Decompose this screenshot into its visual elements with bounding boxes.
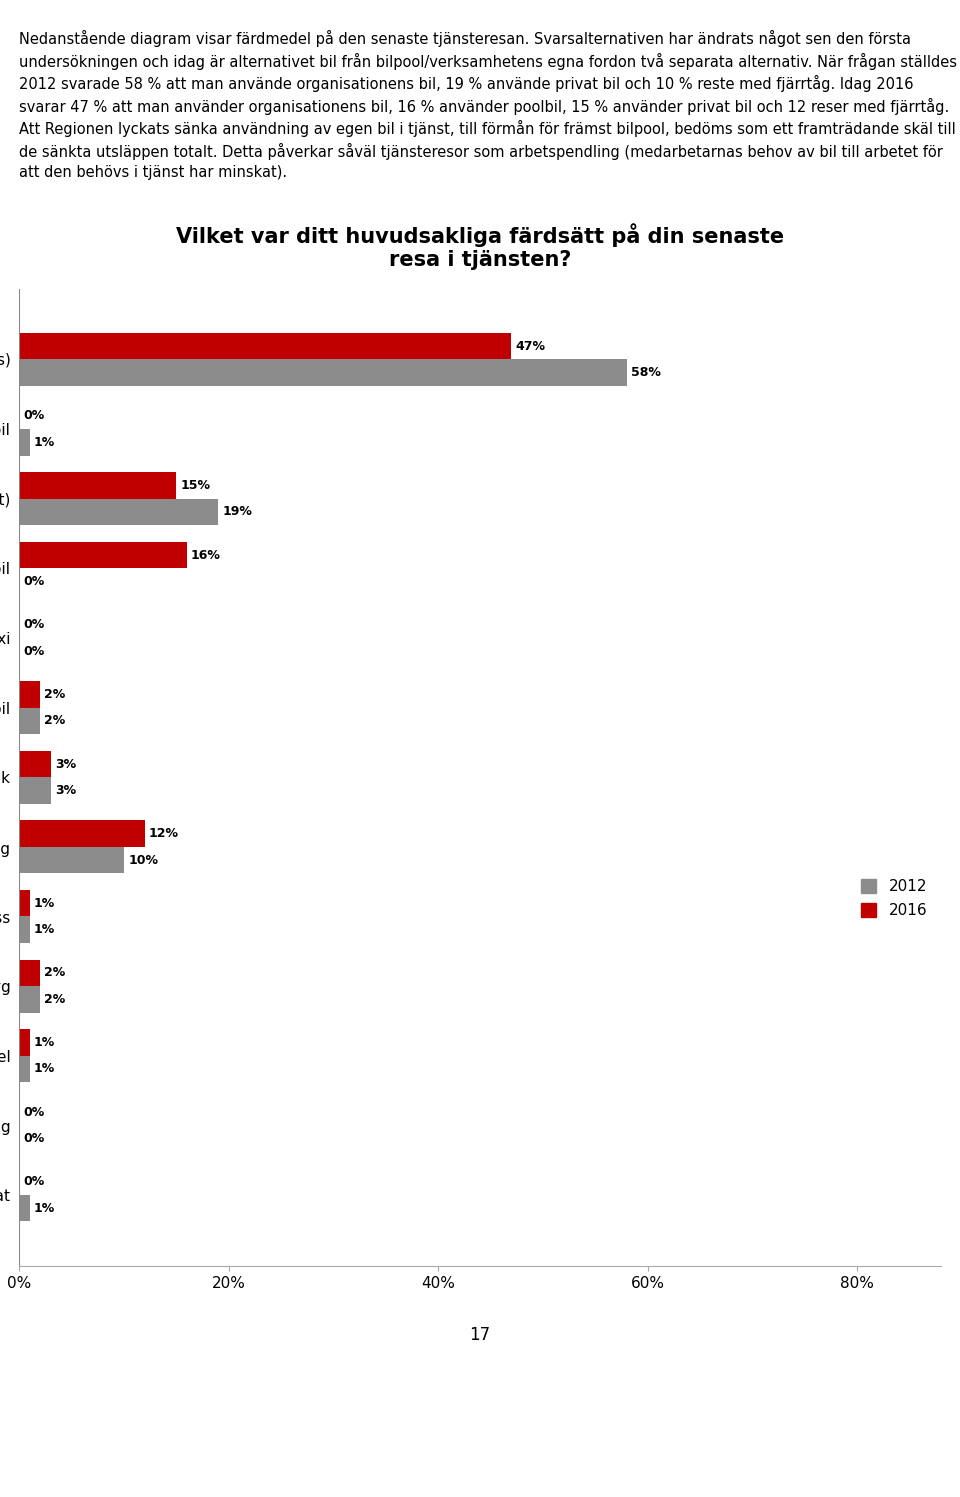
Text: 58%: 58% [631,367,660,379]
Bar [19,916,30,943]
Bar [19,708,40,734]
Bar [19,1195,30,1222]
Text: 15%: 15% [180,479,210,493]
Bar [19,332,512,359]
Text: 1%: 1% [34,1036,55,1049]
Bar [19,681,40,708]
Bar [19,1055,30,1082]
Text: 3%: 3% [55,784,76,796]
Bar [19,1030,30,1055]
Text: 2%: 2% [44,689,65,701]
Text: 12%: 12% [149,828,180,840]
Bar [19,751,51,777]
Bar [19,499,218,525]
Text: 1%: 1% [34,1202,55,1214]
Legend: 2012, 2016: 2012, 2016 [854,873,933,924]
Text: 2%: 2% [44,993,65,1006]
Text: 0%: 0% [23,645,44,657]
Text: 1%: 1% [34,924,55,936]
Text: 17: 17 [469,1326,491,1344]
Bar [19,891,30,916]
Text: 19%: 19% [223,506,252,518]
Bar [19,960,40,987]
Text: 47%: 47% [516,340,545,353]
Text: 0%: 0% [23,409,44,422]
Bar [19,359,627,386]
Text: 16%: 16% [191,548,221,561]
Text: 2%: 2% [44,967,65,979]
Bar [19,542,187,569]
Bar [19,430,30,455]
Text: 10%: 10% [128,853,158,867]
Text: 0%: 0% [23,1175,44,1189]
Text: Nedanstående diagram visar färdmedel på den senaste tjänsteresan. Svarsalternati: Nedanstående diagram visar färdmedel på … [19,30,957,180]
Bar [19,987,40,1012]
Text: 0%: 0% [23,618,44,632]
Text: 2%: 2% [44,714,65,728]
Title: Vilket var ditt huvudsakliga färdsätt på din senaste
resa i tjänsten?: Vilket var ditt huvudsakliga färdsätt på… [176,223,784,271]
Text: 1%: 1% [34,436,55,449]
Text: 0%: 0% [23,1106,44,1118]
Text: 1%: 1% [34,1063,55,1075]
Bar [19,847,124,873]
Text: 0%: 0% [23,575,44,588]
Text: 0%: 0% [23,1132,44,1145]
Bar [19,820,145,847]
Text: 3%: 3% [55,757,76,771]
Text: 1%: 1% [34,897,55,910]
Bar [19,777,51,804]
Bar [19,472,177,499]
